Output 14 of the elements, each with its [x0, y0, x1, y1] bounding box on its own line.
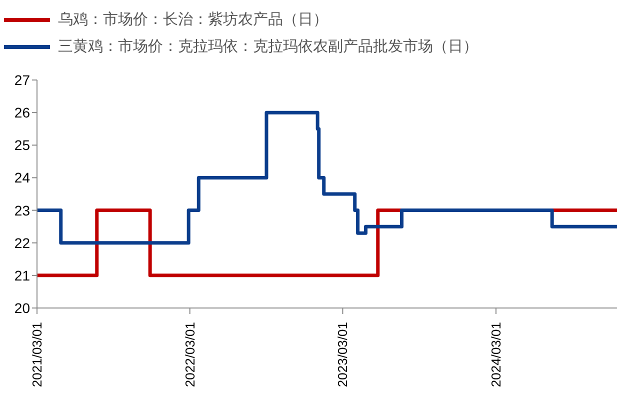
x-tick-label: 2022/03/01 — [182, 322, 198, 388]
y-tick-label: 20 — [14, 300, 30, 316]
y-tick-label: 21 — [14, 267, 30, 284]
legend-label: 三黄鸡：市场价：克拉玛依：克拉玛依农副产品批发市场（日） — [58, 37, 478, 56]
legend-label: 乌鸡：市场价：长治：紫坊农产品（日） — [58, 10, 328, 29]
y-tick-label: 23 — [14, 202, 30, 218]
x-tick-label: 2021/03/01 — [30, 322, 44, 388]
x-tick-label: 2023/03/01 — [335, 322, 350, 388]
x-tick-label: 2024/03/01 — [488, 322, 504, 388]
y-tick-label: 27 — [14, 72, 30, 88]
y-tick-label: 24 — [14, 170, 30, 186]
y-tick-label: 22 — [14, 234, 30, 251]
y-tick-label: 26 — [14, 104, 30, 121]
y-tick-label: 25 — [14, 137, 30, 154]
